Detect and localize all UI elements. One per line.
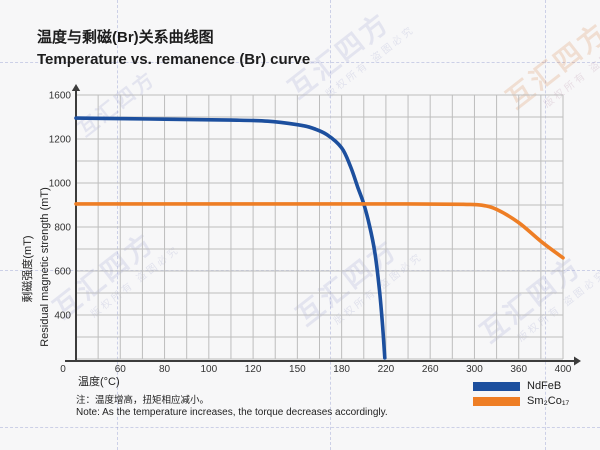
y-tick-label: 600 — [54, 267, 71, 278]
y-tick-label: 1000 — [49, 179, 72, 190]
watermark-dashed-line — [0, 427, 600, 428]
x-tick-label: 260 — [422, 364, 439, 375]
y-axis-title-en: Residual magnetic strength (mT) — [39, 187, 51, 347]
watermark-dashed-line — [117, 0, 118, 450]
note-zh: 注：温度增高，扭矩相应减小。 — [76, 395, 210, 406]
legend-swatch-ndfeb — [473, 382, 520, 391]
x-tick-label: 0 — [60, 364, 66, 375]
x-tick-label: 220 — [378, 364, 395, 375]
x-tick-label: 150 — [289, 364, 306, 375]
y-tick-label: 1600 — [49, 91, 72, 102]
title-block: 温度与剩磁(Br)关系曲线图 Temperature vs. remanence… — [37, 27, 310, 71]
x-axis-title: 温度(°C) — [78, 376, 120, 388]
x-tick-label: 180 — [333, 364, 350, 375]
x-tick-label: 300 — [466, 364, 483, 375]
legend-item-ndfeb: NdFeB — [473, 381, 569, 392]
x-tick-label: 60 — [115, 364, 127, 375]
x-tick-label: 400 — [555, 364, 572, 375]
legend-item-sm2co17: Sm₂Co₁₇ — [473, 396, 569, 407]
x-tick-label: 120 — [245, 364, 262, 375]
chart-title-zh: 温度与剩磁(Br)关系曲线图 — [37, 29, 214, 46]
y-axis-title-zh: 剩磁强度(mT) — [22, 235, 34, 303]
curve-sm2co17 — [74, 202, 565, 260]
legend-label-ndfeb: NdFeB — [527, 380, 562, 392]
x-axis-arrow-icon — [574, 356, 581, 366]
x-tick-label: 100 — [200, 364, 217, 375]
legend-label-sm2co17: Sm₂Co₁₇ — [527, 395, 570, 407]
notes-block: 注：温度增高，扭矩相应减小。 Note: As the temperature … — [76, 395, 388, 419]
curve-ndfeb — [74, 116, 387, 360]
y-axis-arrow-icon — [71, 84, 81, 91]
x-tick-label: 80 — [159, 364, 171, 375]
y-tick-label: 800 — [54, 223, 71, 234]
y-tick-label: 1200 — [49, 135, 72, 146]
note-en: Note: As the temperature increases, the … — [76, 407, 388, 418]
x-tick-label: 360 — [510, 364, 527, 375]
watermark-dashed-line — [545, 0, 546, 450]
legend: NdFeB Sm₂Co₁₇ — [473, 381, 569, 411]
chart-title-en: Temperature vs. remanence (Br) curve — [37, 51, 311, 68]
legend-swatch-sm2co17 — [473, 397, 520, 406]
watermark-dashed-line — [0, 62, 600, 63]
watermark-dashed-line — [330, 0, 331, 450]
y-tick-label: 400 — [54, 311, 71, 322]
